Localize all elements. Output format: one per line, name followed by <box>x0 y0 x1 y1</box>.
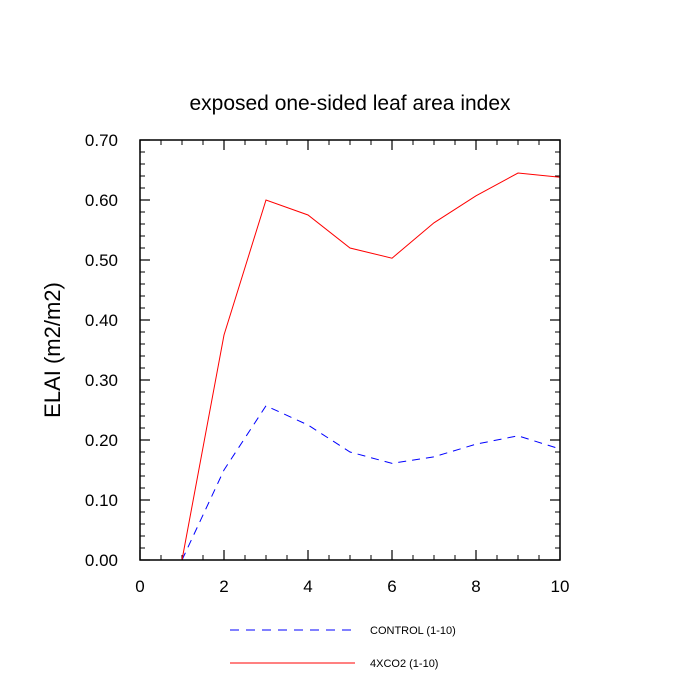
series-line-0 <box>181 405 561 561</box>
legend-label: CONTROL (1-10) <box>370 625 456 637</box>
y-tick-label: 0.30 <box>85 371 118 390</box>
x-tick-label: 4 <box>303 577 312 596</box>
x-tick-label: 8 <box>471 577 480 596</box>
y-tick-label: 0.50 <box>85 251 118 270</box>
x-tick-label: 10 <box>551 577 570 596</box>
y-tick-label: 0.40 <box>85 311 118 330</box>
x-tick-label: 2 <box>219 577 228 596</box>
y-tick-label: 0.10 <box>85 491 118 510</box>
y-tick-label: 0.20 <box>85 431 118 450</box>
chart-title: exposed one-sided leaf area index <box>189 92 511 115</box>
y-tick-label: 0.00 <box>85 551 118 570</box>
y-tick-label: 0.70 <box>85 131 118 150</box>
plot-frame <box>139 139 561 561</box>
y-axis-label: ELAI (m2/m2) <box>40 282 65 418</box>
series-line-1 <box>181 172 561 561</box>
x-tick-label: 0 <box>135 577 144 596</box>
x-tick-label: 6 <box>387 577 396 596</box>
legend-label: 4XCO2 (1-10) <box>370 658 438 670</box>
y-tick-label: 0.60 <box>85 191 118 210</box>
legend: CONTROL (1-10) 4XCO2 (1-10) <box>230 625 456 670</box>
